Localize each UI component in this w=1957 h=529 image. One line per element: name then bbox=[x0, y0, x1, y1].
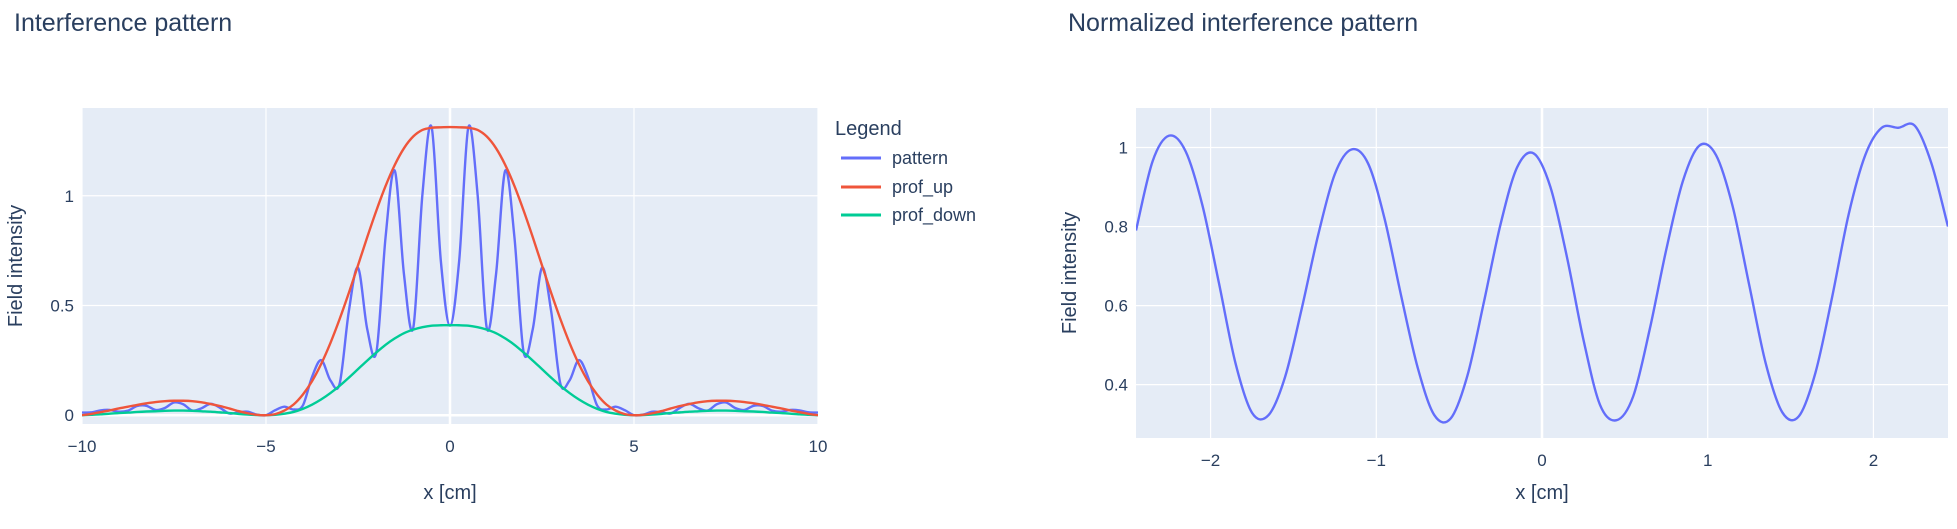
gridlines bbox=[81, 108, 819, 424]
chart-normalized-interference-pattern: Normalized interference pattern −2 −1 0 1 2 … bbox=[1059, 9, 1948, 504]
legend-item-pattern[interactable]: pattern bbox=[841, 148, 948, 168]
x-tick-label: 0 bbox=[1537, 451, 1546, 470]
series-line[interactable] bbox=[1136, 122, 1948, 424]
series-line-prof-up[interactable] bbox=[82, 125, 818, 417]
legend-title: Legend bbox=[835, 118, 902, 140]
x-tick-label: 2 bbox=[1869, 451, 1878, 470]
y-axis-label: Field intensity bbox=[5, 205, 27, 327]
chart-title: Normalized interference pattern bbox=[1068, 9, 1418, 37]
y-tick-label: 1 bbox=[1119, 139, 1128, 158]
series-lines bbox=[1136, 122, 1948, 424]
legend-label-pattern: pattern bbox=[892, 148, 948, 168]
x-tick-label: −10 bbox=[68, 437, 97, 456]
y-tick-label: 0.5 bbox=[50, 297, 74, 316]
legend-item-prof-up[interactable]: prof_up bbox=[841, 177, 953, 198]
y-tick-labels: 0.4 0.6 0.8 1 bbox=[1104, 139, 1128, 395]
legend-label-prof-down: prof_down bbox=[892, 205, 976, 226]
chart-title: Interference pattern bbox=[14, 9, 232, 37]
x-tick-label: 1 bbox=[1703, 451, 1712, 470]
legend-item-prof-down[interactable]: prof_down bbox=[841, 205, 976, 226]
chart-interference-pattern: Interference pattern −10 −5 0 5 10 00.51 x [… bbox=[5, 9, 976, 504]
x-tick-label: 10 bbox=[809, 437, 828, 456]
legend-label-prof-up: prof_up bbox=[892, 177, 953, 198]
y-tick-label: 1 bbox=[65, 187, 74, 206]
x-tick-label: 5 bbox=[629, 437, 638, 456]
y-axis-label: Field intensity bbox=[1059, 212, 1081, 334]
y-tick-labels: 00.51 bbox=[50, 187, 74, 425]
x-tick-label: −2 bbox=[1201, 451, 1220, 470]
legend: Legend pattern prof_up prof_down bbox=[835, 118, 976, 226]
x-axis-label: x [cm] bbox=[423, 482, 476, 504]
series-line-prof-down[interactable] bbox=[82, 324, 818, 417]
y-tick-label: 0.8 bbox=[1104, 218, 1128, 237]
y-tick-label: 0 bbox=[65, 406, 74, 425]
series-lines bbox=[82, 124, 818, 417]
y-tick-label: 0.4 bbox=[1104, 376, 1128, 395]
x-tick-labels: −2 −1 0 1 2 bbox=[1201, 451, 1878, 470]
gridlines bbox=[1136, 108, 1948, 438]
x-axis-label: x [cm] bbox=[1515, 482, 1568, 504]
x-tick-label: −5 bbox=[256, 437, 275, 456]
y-tick-label: 0.6 bbox=[1104, 297, 1128, 316]
x-tick-label: 0 bbox=[445, 437, 454, 456]
x-tick-label: −1 bbox=[1367, 451, 1386, 470]
x-tick-labels: −10 −5 0 5 10 bbox=[68, 437, 828, 456]
